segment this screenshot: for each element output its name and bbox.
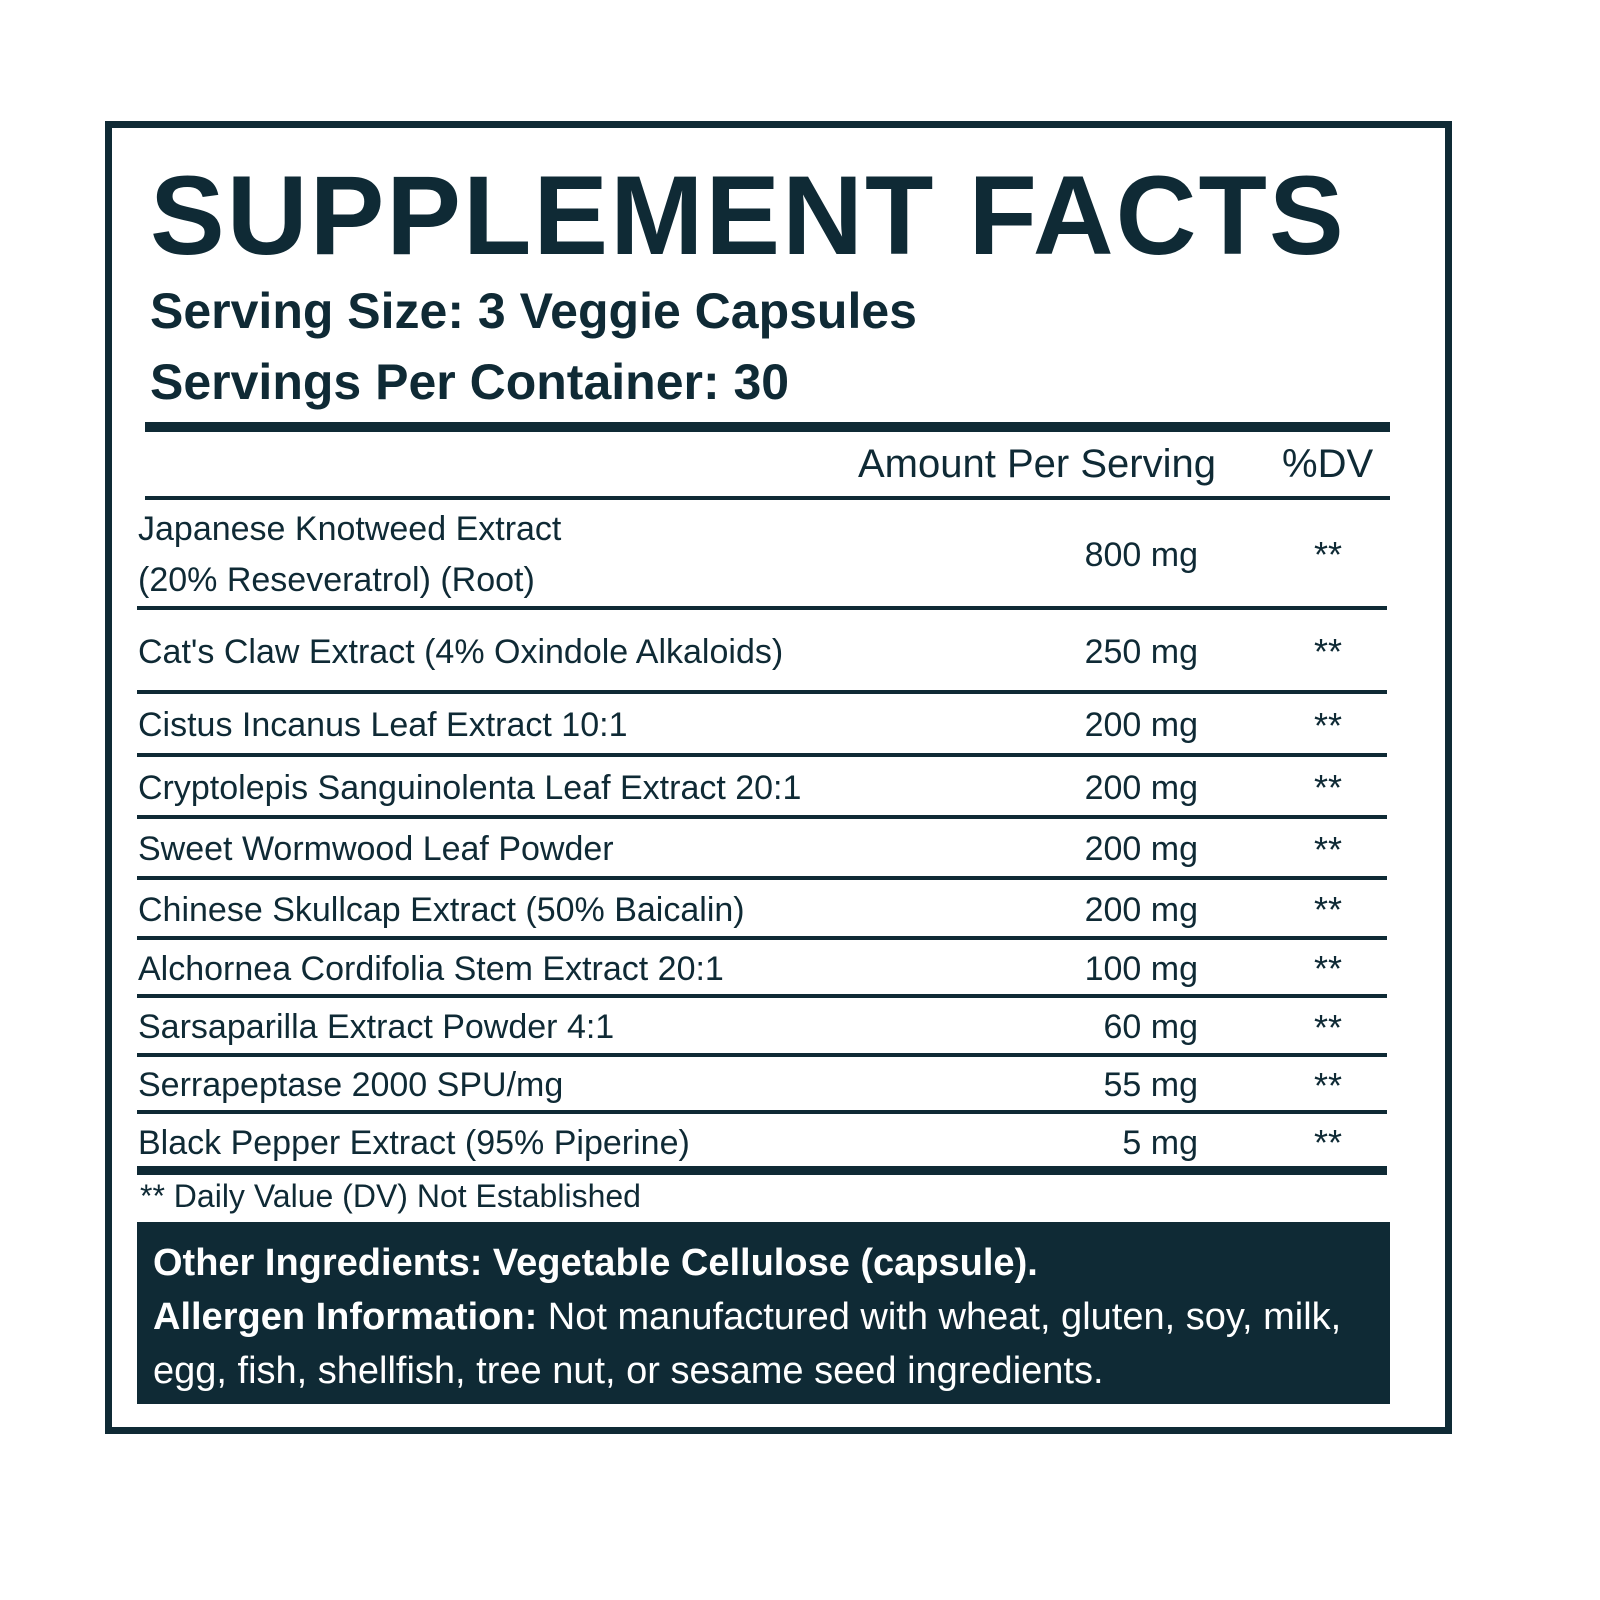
ingredient-name: Sweet Wormwood Leaf Powder <box>138 830 614 868</box>
ingredient-row: Japanese Knotweed Extract (20% Reseverat… <box>138 502 1390 608</box>
ingredient-name: Alchornea Cordifolia Stem Extract 20:1 <box>138 949 724 988</box>
label-frame <box>105 121 1452 1434</box>
daily-value: ** <box>1313 948 1343 989</box>
allergen-text: Not manufactured with wheat, gluten, soy… <box>153 1296 1342 1392</box>
ingredient-name: Japanese Knotweed Extract (20% Reseverat… <box>138 510 562 599</box>
daily-value: ** <box>1313 704 1343 746</box>
rule <box>137 876 1387 880</box>
amount: 250 mg <box>1084 632 1198 671</box>
ingredient-row: Sweet Wormwood Leaf Powder 200 mg ** <box>138 821 1390 878</box>
other-ingredients: Other Ingredients: Vegetable Cellulose (… <box>153 1242 1038 1284</box>
title: SUPPLEMENT FACTS <box>150 153 1346 278</box>
amount: 100 mg <box>1084 949 1198 988</box>
daily-value: ** <box>1313 767 1343 808</box>
ingredient-name: Cistus Incanus Leaf Extract 10:1 <box>138 706 628 744</box>
rule <box>137 1110 1387 1114</box>
amount: 200 mg <box>1084 706 1198 744</box>
allergen-label: Allergen Information: <box>153 1296 538 1338</box>
rule <box>137 690 1387 694</box>
ingredient-row: Alchornea Cordifolia Stem Extract 20:1 10… <box>138 942 1390 996</box>
ingredient-row: Cat's Claw Extract (4% Oxindole Alkaloid… <box>138 612 1390 692</box>
ingredient-name: Cryptolepis Sanguinolenta Leaf Extract 2… <box>138 768 802 807</box>
daily-value: ** <box>1313 889 1343 930</box>
daily-value: ** <box>1313 1122 1343 1163</box>
rule <box>137 1166 1387 1175</box>
ingredient-name: Chinese Skullcap Extract (50% Baicalin) <box>138 890 745 929</box>
daily-value: ** <box>1313 828 1343 870</box>
ingredient-name: Sarsaparilla Extract Powder 4:1 <box>138 1008 615 1046</box>
ingredient-name: Cat's Claw Extract (4% Oxindole Alkaloid… <box>138 632 784 671</box>
ingredient-row: Sarsaparilla Extract Powder 4:1 60 mg ** <box>138 1000 1390 1055</box>
serving-size: Serving Size: 3 Veggie Capsules <box>150 283 917 339</box>
ingredient-row: Chinese Skullcap Extract (50% Baicalin) 2… <box>138 882 1390 938</box>
rule <box>145 496 1390 500</box>
amount: 200 mg <box>1084 830 1198 868</box>
amount: 200 mg <box>1084 768 1198 807</box>
daily-value: ** <box>1313 1006 1343 1048</box>
ingredient-row: Cryptolepis Sanguinolenta Leaf Extract 2… <box>138 759 1390 817</box>
rule <box>137 936 1387 940</box>
daily-value: ** <box>1313 534 1343 575</box>
ingredients-box: Other Ingredients: Vegetable Cellulose (… <box>137 1222 1390 1404</box>
footnote: ** Daily Value (DV) Not Established <box>140 1178 641 1214</box>
amount: 5 mg <box>1122 1123 1198 1162</box>
ingredient-row: Black Pepper Extract (95% Piperine) 5 mg *… <box>138 1116 1390 1170</box>
daily-value: ** <box>1313 631 1343 672</box>
ingredient-row: Cistus Incanus Leaf Extract 10:1 200 mg ** <box>138 696 1390 755</box>
daily-value: ** <box>1313 1064 1343 1106</box>
amount-header: Amount Per Serving <box>858 442 1216 486</box>
rule <box>137 815 1387 819</box>
amount: 60 mg <box>1103 1008 1199 1046</box>
ingredient-row: Serrapeptase 2000 SPU/mg 55 mg ** <box>138 1059 1390 1112</box>
thick-rule <box>145 422 1390 432</box>
ingredient-name: Black Pepper Extract (95% Piperine) <box>138 1123 690 1162</box>
ingredient-name: Serrapeptase 2000 SPU/mg <box>138 1066 564 1104</box>
dv-header: %DV <box>1282 442 1374 486</box>
rule <box>137 1053 1387 1057</box>
allergen-info: Allergen Information: Not manufactured w… <box>153 1290 1374 1398</box>
rule <box>137 753 1387 757</box>
rule <box>137 606 1387 610</box>
amount: 200 mg <box>1084 890 1198 929</box>
amount: 800 mg <box>1084 535 1198 574</box>
amount: 55 mg <box>1103 1066 1199 1104</box>
rule <box>137 994 1387 998</box>
servings-per-container: Servings Per Container: 30 <box>150 354 790 410</box>
